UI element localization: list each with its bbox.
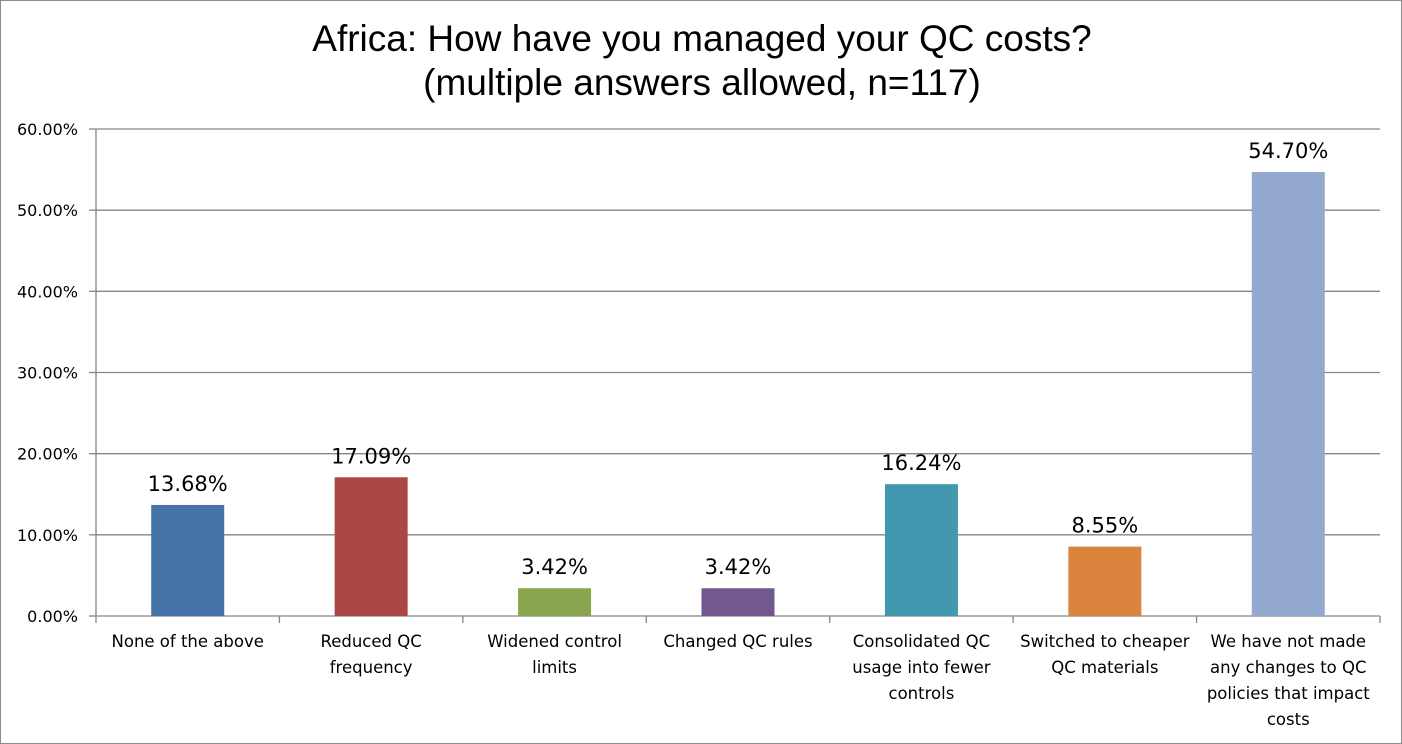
x-category-label: Changed QC rules	[648, 629, 828, 655]
x-category-label-line: any changes to QC	[1210, 658, 1367, 677]
x-category-label: Switched to cheaper QC materials	[1015, 629, 1195, 681]
y-tick-label: 10.00%	[17, 526, 78, 545]
y-tick-label: 20.00%	[17, 445, 78, 464]
x-category-label-line: usage into fewer	[852, 658, 991, 677]
y-tick-label: 40.00%	[17, 282, 78, 301]
bar	[1068, 546, 1142, 616]
y-tick-label: 60.00%	[17, 120, 78, 139]
x-category-label: Widened control limits	[465, 629, 645, 681]
y-tick-label: 30.00%	[17, 364, 78, 383]
bar	[1251, 172, 1325, 617]
data-label: 3.42%	[521, 555, 588, 579]
x-category-label-line: Switched to cheaper	[1020, 632, 1190, 651]
x-category-label: None of the above	[98, 629, 278, 655]
bar	[701, 588, 775, 616]
chart-title-line-2: (multiple answers allowed, n=117)	[423, 62, 981, 103]
x-category-label-line: Consolidated QC	[852, 632, 991, 651]
x-category-label-line: None of the above	[111, 632, 264, 651]
data-label: 54.70%	[1248, 139, 1328, 163]
y-tick-label: 0.00%	[27, 607, 78, 626]
bar	[518, 588, 592, 616]
x-category-label-line: We have not made	[1210, 632, 1367, 651]
data-label: 17.09%	[331, 444, 411, 468]
data-label: 16.24%	[881, 451, 961, 475]
x-category-label-line: controls	[888, 684, 955, 703]
bar	[884, 484, 958, 616]
x-category-label-line: policies that impact	[1206, 684, 1370, 703]
y-tick-label: 50.00%	[17, 201, 78, 220]
x-category-label: Reduced QC frequency	[281, 629, 461, 681]
data-label: 8.55%	[1071, 514, 1138, 538]
data-label: 13.68%	[148, 472, 228, 496]
x-category-label-line: Widened control	[487, 632, 622, 651]
chart-title: Africa: How have you managed your QC cos…	[1, 17, 1402, 105]
x-category-label-line: Changed QC rules	[663, 632, 813, 651]
bar	[334, 477, 408, 616]
x-category-label: We have not made any changes to QC policie…	[1198, 629, 1378, 733]
x-category-label-line: QC materials	[1051, 658, 1159, 677]
chart-title-line-1: Africa: How have you managed your QC cos…	[312, 18, 1092, 59]
data-label: 3.42%	[705, 555, 772, 579]
x-category-label: Consolidated QC usage into fewer controls	[831, 629, 1011, 707]
x-category-label-line: costs	[1266, 710, 1310, 729]
bar	[151, 504, 225, 616]
x-category-label-line: Reduced QC	[320, 632, 422, 651]
x-category-label-line: limits	[532, 658, 578, 677]
x-category-label-line: frequency	[329, 658, 413, 677]
